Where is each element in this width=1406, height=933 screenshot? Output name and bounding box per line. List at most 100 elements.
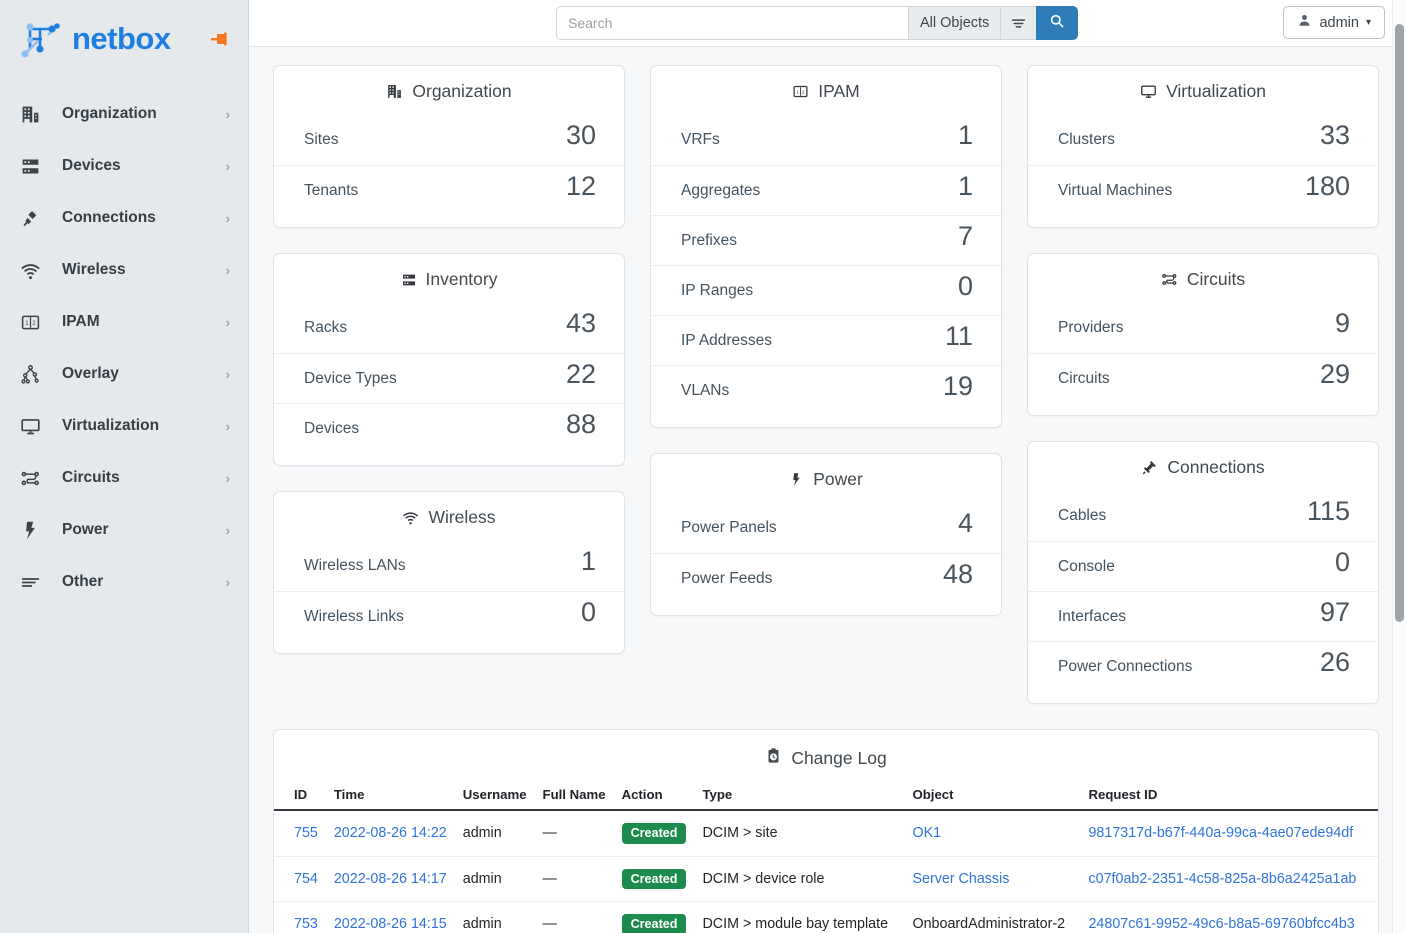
column-header-object[interactable]: Object (904, 783, 1081, 811)
stat-label: Cables (1058, 507, 1107, 524)
stat-value: 33 (1319, 120, 1350, 150)
changelog-time-link[interactable]: 2022-08-26 14:15 (333, 916, 447, 933)
stat-row[interactable]: Interfaces 97 (1028, 591, 1378, 641)
cell-request-id: c07f0ab2-2351-4c58-825a-8b6a2425a1ab (1080, 856, 1378, 903)
card-title-text: Circuits (1186, 269, 1246, 289)
cell-object: OnboardAdministrator-2 (912, 916, 1066, 933)
stat-row[interactable]: Cables 115 (1028, 491, 1378, 541)
wifi-icon (402, 509, 419, 526)
changelog-request-id-link[interactable]: 9817317d-b67f-440a-99ca-4ae07ede94df (1088, 825, 1354, 842)
stat-label: Sites (304, 131, 339, 148)
sidebar-item-overlay[interactable]: Overlay › (0, 348, 248, 400)
cell-action: Created (613, 810, 695, 857)
column-header-action[interactable]: Action (613, 783, 695, 811)
stat-row[interactable]: Devices 88 (274, 403, 624, 453)
stat-list: Cables 115 Console 0 Interfaces 97 (1028, 491, 1378, 703)
stat-value: 1 (957, 171, 973, 201)
stat-row[interactable]: Sites 30 (274, 115, 624, 165)
changelog-id-link[interactable]: 755 (294, 825, 318, 842)
sidebar-item-label: Overlay (62, 365, 119, 382)
stat-row[interactable]: Tenants 12 (274, 165, 624, 215)
filter-icon[interactable] (1000, 6, 1037, 40)
sidebar-item-other[interactable]: Other › (0, 556, 248, 608)
stat-list: Clusters 33 Virtual Machines 180 (1028, 115, 1378, 227)
stat-row[interactable]: Power Connections 26 (1028, 641, 1378, 691)
changelog-object-link[interactable]: Server Chassis (912, 870, 1010, 887)
column-header-full-name[interactable]: Full Name (534, 783, 614, 811)
search-input[interactable] (556, 6, 908, 40)
column-header-time[interactable]: Time (325, 783, 455, 811)
stat-value: 115 (1306, 496, 1350, 526)
stat-row[interactable]: Virtual Machines 180 (1028, 165, 1378, 215)
stat-row[interactable]: Power Feeds 48 (651, 553, 1001, 603)
stat-row[interactable]: VRFs 1 (651, 115, 1001, 165)
search-button[interactable] (1036, 6, 1079, 40)
search-icon (1049, 13, 1065, 34)
chevron-right-icon: › (225, 366, 230, 382)
stat-row[interactable]: Racks 43 (274, 303, 624, 353)
changelog-object-link[interactable]: OK1 (912, 825, 942, 842)
stat-row[interactable]: IP Addresses 11 (651, 315, 1001, 365)
stat-row[interactable]: Device Types 22 (274, 353, 624, 403)
changelog-id-link[interactable]: 754 (294, 870, 318, 887)
changelog-request-id-link[interactable]: c07f0ab2-2351-4c58-825a-8b6a2425a1ab (1088, 870, 1357, 887)
sidebar-item-connections[interactable]: Connections › (0, 192, 248, 244)
column-header-id[interactable]: ID (274, 783, 326, 811)
sidebar-item-power[interactable]: Power › (0, 504, 248, 556)
stat-row[interactable]: Wireless LANs 1 (274, 541, 624, 591)
search-scope-dropdown[interactable]: All Objects (908, 6, 1001, 40)
cell-action: Created (613, 856, 695, 903)
user-menu-label: admin (1319, 14, 1359, 31)
pin-icon[interactable] (210, 31, 228, 47)
sidebar-item-organization[interactable]: Organization › (0, 88, 248, 140)
stat-row[interactable]: Wireless Links 0 (274, 591, 624, 641)
table-row: 754 2022-08-26 14:17 admin — Created DCI… (274, 856, 1378, 903)
column-left: Organization Sites 30 Tenants 12 (273, 65, 625, 654)
stat-row[interactable]: Clusters 33 (1028, 115, 1378, 165)
changelog-time-link[interactable]: 2022-08-26 14:17 (333, 870, 447, 887)
stat-row[interactable]: Prefixes 7 (651, 215, 1001, 265)
sidebar-item-virtualization[interactable]: Virtualization › (0, 400, 248, 452)
stat-row[interactable]: Power Panels 4 (651, 503, 1001, 553)
status-badge: Created (621, 914, 687, 933)
column-header-username[interactable]: Username (454, 783, 535, 811)
cell-request-id: 9817317d-b67f-440a-99ca-4ae07ede94df (1080, 810, 1378, 857)
table-body: 755 2022-08-26 14:22 admin — Created DCI… (274, 810, 1378, 933)
monitor-icon (18, 414, 42, 438)
stat-value: 30 (565, 120, 596, 150)
stat-row[interactable]: Aggregates 1 (651, 165, 1001, 215)
changelog-request-id-link[interactable]: 24807c61-9952-49c6-b8a5-69760bfcc4b3 (1088, 916, 1355, 933)
user-menu-button[interactable]: admin ▾ (1283, 6, 1385, 39)
stat-label: Wireless LANs (304, 557, 406, 574)
cell-id: 755 (274, 810, 326, 857)
page-scrollbar[interactable] (1392, 0, 1406, 933)
column-header-request-id[interactable]: Request ID (1080, 783, 1378, 811)
sidebar-item-label: Power (62, 521, 109, 538)
sidebar-item-circuits[interactable]: Circuits › (0, 452, 248, 504)
sidebar-item-label: Connections (62, 209, 156, 226)
stat-value: 1 (580, 546, 596, 576)
stat-row[interactable]: IP Ranges 0 (651, 265, 1001, 315)
stat-value: 88 (565, 409, 596, 439)
server-icon (18, 154, 42, 178)
card-title-text: Wireless (428, 507, 496, 527)
stat-row[interactable]: Providers 9 (1028, 303, 1378, 353)
stat-row[interactable]: VLANs 19 (651, 365, 1001, 415)
card-title-text: Inventory (425, 269, 498, 289)
stat-list: Racks 43 Device Types 22 Devices 88 (274, 303, 624, 465)
scrollbar-thumb[interactable] (1395, 24, 1404, 622)
stat-value: 29 (1319, 359, 1350, 389)
stat-row[interactable]: Console 0 (1028, 541, 1378, 591)
changelog-time-link[interactable]: 2022-08-26 14:22 (333, 825, 447, 842)
stat-value: 19 (942, 371, 973, 401)
column-header-type[interactable]: Type (694, 783, 905, 811)
changelog-id-link[interactable]: 753 (294, 916, 318, 933)
sidebar-item-label: Other (62, 573, 104, 590)
stat-row[interactable]: Circuits 29 (1028, 353, 1378, 403)
sidebar-item-devices[interactable]: Devices › (0, 140, 248, 192)
sidebar-item-label: Circuits (62, 469, 120, 486)
stat-value: 9 (1334, 308, 1350, 338)
sidebar-item-wireless[interactable]: Wireless › (0, 244, 248, 296)
